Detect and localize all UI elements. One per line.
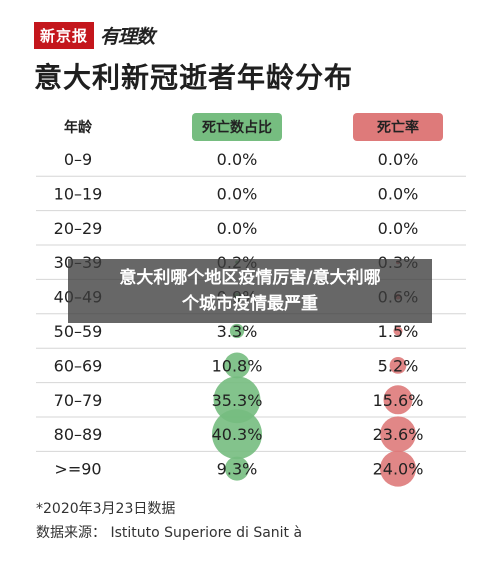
rate-label: 0.0% <box>378 150 419 169</box>
rate-bubble <box>383 385 413 415</box>
rate-label: 1.5% <box>378 322 419 341</box>
overlay-line-2: 个城市疫情最严重 <box>182 294 318 314</box>
rate-bubble <box>380 416 416 453</box>
share-label: 40.3% <box>212 425 263 444</box>
share-label: 0.0% <box>217 219 258 238</box>
header-pill-1 <box>192 113 282 141</box>
share-bubble <box>229 323 245 339</box>
share-label: 35.3% <box>212 391 263 410</box>
logo-script: 有理数 <box>100 26 155 48</box>
rate-label: 23.6% <box>373 425 424 444</box>
age-label: >=90 <box>54 460 101 479</box>
share-label: 10.8% <box>212 356 263 375</box>
share-bubble <box>212 409 262 460</box>
rate-bubble <box>393 326 403 336</box>
brand-logo: 新京报 有理数 <box>34 22 155 49</box>
age-label: 60–69 <box>54 356 103 375</box>
share-bubble <box>224 352 250 379</box>
footnote-source: 数据来源： Istituto Superiore di Sanit à <box>36 525 303 541</box>
column-header-0: 年龄 <box>64 119 93 136</box>
column-header-1: 死亡数占比 <box>201 119 272 136</box>
rate-label: 15.6% <box>373 391 424 410</box>
rate-label: 24.0% <box>373 460 424 479</box>
age-label: 80–89 <box>54 425 103 444</box>
age-label: 10–19 <box>54 184 103 203</box>
footnote-date: *2020年3月23日数据 <box>36 501 176 517</box>
logo-box: 新京报 <box>34 22 95 49</box>
age-label: 20–29 <box>54 219 103 238</box>
share-label: 0.0% <box>217 184 258 203</box>
share-bubble <box>213 376 261 424</box>
share-label: 3.3% <box>217 322 258 341</box>
rate-label: 5.2% <box>378 356 419 375</box>
overlay-line-1: 意大利哪个地区疫情厉害/意大利哪 <box>119 268 381 288</box>
rate-label: 0.0% <box>378 219 419 238</box>
age-label: 0–9 <box>64 150 92 169</box>
rate-label: 0.0% <box>378 184 419 203</box>
rate-bubble <box>389 357 407 374</box>
overlay-banner: 意大利哪个地区疫情厉害/意大利哪 个城市疫情最严重 <box>68 259 432 323</box>
share-bubble <box>224 456 250 481</box>
header-pill-2 <box>353 113 443 141</box>
age-label: 70–79 <box>54 391 103 410</box>
chart-title: 意大利新冠逝者年龄分布 <box>34 61 354 94</box>
rate-bubble <box>380 450 416 487</box>
share-label: 0.0% <box>217 150 258 169</box>
age-label: 50–59 <box>54 322 103 341</box>
share-label: 9.3% <box>217 460 258 479</box>
column-header-2: 死亡率 <box>376 119 419 136</box>
